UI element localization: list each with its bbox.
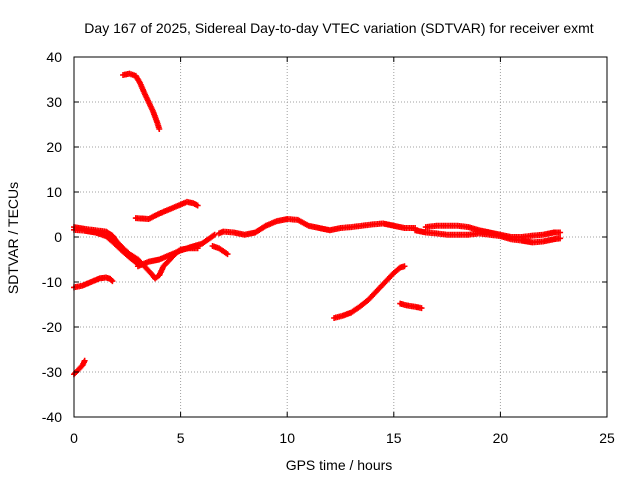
data-point [418, 305, 425, 312]
series-trace-c [134, 231, 218, 270]
data-point [224, 251, 231, 258]
data-layer [71, 70, 564, 378]
data-point [557, 235, 564, 242]
x-tick-label-1: 5 [177, 430, 185, 446]
y-axis-label: SDTVAR / TECUs [5, 182, 21, 294]
series-trace-e [215, 216, 419, 238]
y-tick-label-0: -40 [42, 409, 62, 425]
y-tick-label-5: 10 [46, 184, 62, 200]
series-trace-j [120, 70, 163, 132]
x-tick-label-5: 25 [599, 430, 615, 446]
series-trace-m [397, 300, 425, 312]
y-tick-label-2: -20 [42, 319, 62, 335]
series-trace-l [331, 263, 408, 321]
y-tick-label-4: 0 [54, 229, 62, 245]
data-point [401, 263, 408, 270]
data-point [108, 276, 115, 283]
x-tick-label-3: 15 [386, 430, 402, 446]
series-trace-i [71, 357, 88, 378]
series-trace-d [209, 243, 231, 258]
data-point [211, 231, 218, 238]
series-trace-g [412, 227, 564, 246]
y-tick-label-7: 30 [46, 94, 62, 110]
y-tick-label-3: -10 [42, 274, 62, 290]
x-tick-label-2: 10 [279, 430, 295, 446]
data-point [109, 278, 116, 285]
x-axis-label: GPS time / hours [286, 457, 393, 473]
y-tick-label-1: -30 [42, 364, 62, 380]
data-point [81, 357, 88, 364]
y-tick-label-6: 20 [46, 139, 62, 155]
series-trace-b [71, 226, 141, 267]
y-tick-label-8: 40 [46, 49, 62, 65]
data-point [194, 202, 201, 209]
x-tick-label-4: 20 [493, 430, 509, 446]
chart-title: Day 167 of 2025, Sidereal Day-to-day VTE… [84, 20, 593, 36]
data-point [156, 126, 163, 132]
tick-layer: 0 5 10 15 20 25 -40 -30 -20 -10 0 10 20 30 40 [42, 49, 615, 446]
data-point [557, 229, 564, 236]
x-tick-label-0: 0 [70, 430, 78, 446]
series-trace-k [132, 198, 201, 222]
